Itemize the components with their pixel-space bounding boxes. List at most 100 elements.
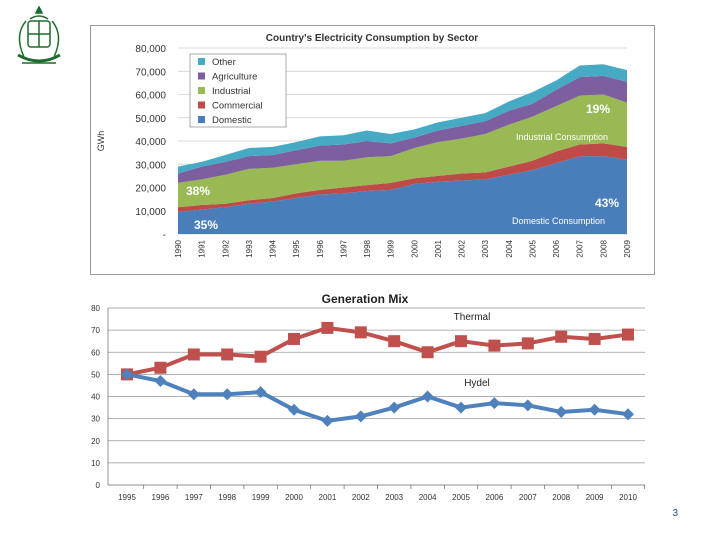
x-tick-label: 2010	[619, 493, 637, 502]
hydel-marker	[321, 414, 334, 427]
thermal-marker	[421, 346, 434, 359]
hydel-marker	[588, 403, 601, 416]
consumption-chart-frame	[90, 25, 655, 275]
thermal-marker	[354, 326, 367, 339]
thermal-marker	[622, 328, 634, 341]
line-hydel	[126, 372, 629, 423]
x-tick-label: 2008	[552, 493, 570, 502]
y-tick-label: 30	[91, 415, 100, 424]
chart-title: Generation Mix	[322, 292, 409, 306]
line-thermal	[126, 325, 629, 377]
hydel-marker	[254, 386, 267, 399]
y-tick-label: 40,000	[135, 137, 166, 148]
hydel-marker	[121, 368, 133, 381]
x-tick-label: 2007	[576, 239, 585, 257]
x-tick-label: 1995	[118, 493, 136, 502]
legend-swatch	[198, 116, 205, 123]
x-tick-label: 1999	[387, 239, 396, 257]
x-tick-label: 1998	[363, 239, 372, 257]
y-tick-label: 10	[91, 459, 100, 468]
annotation-domestic-label: Domestic Consumption	[512, 216, 605, 226]
x-tick-label: 2000	[410, 239, 419, 257]
x-tick-label: 2003	[385, 493, 403, 502]
y-tick-label: 10,000	[135, 207, 166, 218]
x-tick-label: 2006	[486, 493, 504, 502]
hydel-marker	[421, 390, 434, 403]
hydel-marker	[455, 401, 467, 414]
annotation-pct-2009-domestic: 43%	[595, 196, 619, 210]
x-tick-label: 1995	[292, 239, 301, 257]
thermal-marker	[388, 335, 401, 348]
y-tick-label: 80	[91, 304, 100, 313]
x-tick-label: 1996	[316, 239, 325, 257]
legend-label: Agriculture	[212, 72, 257, 83]
legend-label: Domestic	[212, 115, 252, 126]
thermal-marker	[321, 321, 334, 334]
y-tick-label: 80,000	[135, 44, 166, 55]
y-axis-label: GWh	[96, 131, 106, 152]
y-tick-label: 0	[96, 481, 101, 490]
y-tick-label: 70,000	[135, 67, 166, 78]
thermal-marker	[221, 348, 234, 361]
thermal-marker	[254, 350, 267, 363]
x-tick-label: 2005	[528, 239, 537, 257]
page-number: 3	[672, 508, 678, 519]
national-emblem-logo	[17, 5, 61, 64]
annotation-pct-2009-industrial: 19%	[586, 102, 610, 116]
hydel-marker	[521, 399, 534, 412]
x-tick-label: 2003	[481, 239, 490, 257]
annotation-pct-1990-domestic: 35%	[194, 218, 218, 232]
legend-label: Commercial	[212, 101, 263, 112]
legend-swatch	[198, 58, 205, 65]
y-tick-label: 50,000	[135, 114, 166, 125]
y-tick-label: 70	[91, 326, 100, 335]
y-tick-label: -	[163, 230, 166, 241]
y-tick-label: 20	[91, 437, 100, 446]
x-tick-label: 1991	[198, 239, 207, 257]
legend-label: Industrial	[212, 86, 251, 97]
x-tick-label: 1993	[245, 239, 254, 257]
annotation-pct-1990-industrial: 38%	[186, 184, 210, 198]
legend-box	[189, 53, 287, 128]
thermal-marker	[555, 330, 568, 343]
area-commercial	[178, 143, 627, 212]
legend-swatch	[198, 72, 205, 80]
x-tick-label: 2000	[285, 493, 303, 502]
series-label-thermal: Thermal	[454, 312, 491, 323]
hydel-marker	[221, 388, 234, 401]
x-tick-label: 1994	[269, 239, 278, 257]
x-tick-label: 2007	[519, 493, 537, 502]
x-tick-label: 2002	[458, 239, 467, 257]
x-tick-label: 1997	[339, 239, 348, 257]
x-tick-label: 2005	[452, 493, 470, 502]
x-tick-label: 2009	[586, 493, 604, 502]
annotation-industrial-label: Industrial Consumption	[516, 132, 608, 142]
area-industrial	[178, 94, 627, 208]
hydel-marker	[288, 403, 300, 416]
legend-swatch	[198, 101, 205, 109]
x-tick-label: 2009	[623, 239, 632, 257]
hydel-marker	[187, 388, 200, 401]
hydel-marker	[154, 375, 167, 388]
thermal-marker	[455, 335, 467, 348]
y-tick-label: 60	[91, 348, 100, 357]
hydel-marker	[488, 397, 501, 410]
x-tick-label: 2001	[434, 239, 443, 257]
x-tick-label: 1992	[221, 239, 230, 257]
legend-label: Other	[212, 57, 236, 68]
hydel-marker	[622, 408, 634, 421]
y-tick-label: 60,000	[135, 91, 166, 102]
y-tick-label: 50	[91, 370, 100, 379]
chart-title: Country's Electricity Consumption by Sec…	[266, 33, 479, 44]
x-tick-label: 2002	[352, 493, 370, 502]
x-tick-label: 2004	[419, 493, 437, 502]
series-label-hydel: Hydel	[464, 378, 490, 389]
area-domestic	[178, 156, 627, 234]
thermal-marker	[488, 339, 501, 352]
hydel-marker	[354, 410, 367, 423]
y-tick-label: 40	[91, 393, 100, 402]
hydel-marker	[388, 401, 401, 414]
x-tick-label: 1998	[218, 493, 236, 502]
x-tick-label: 1990	[174, 239, 183, 257]
